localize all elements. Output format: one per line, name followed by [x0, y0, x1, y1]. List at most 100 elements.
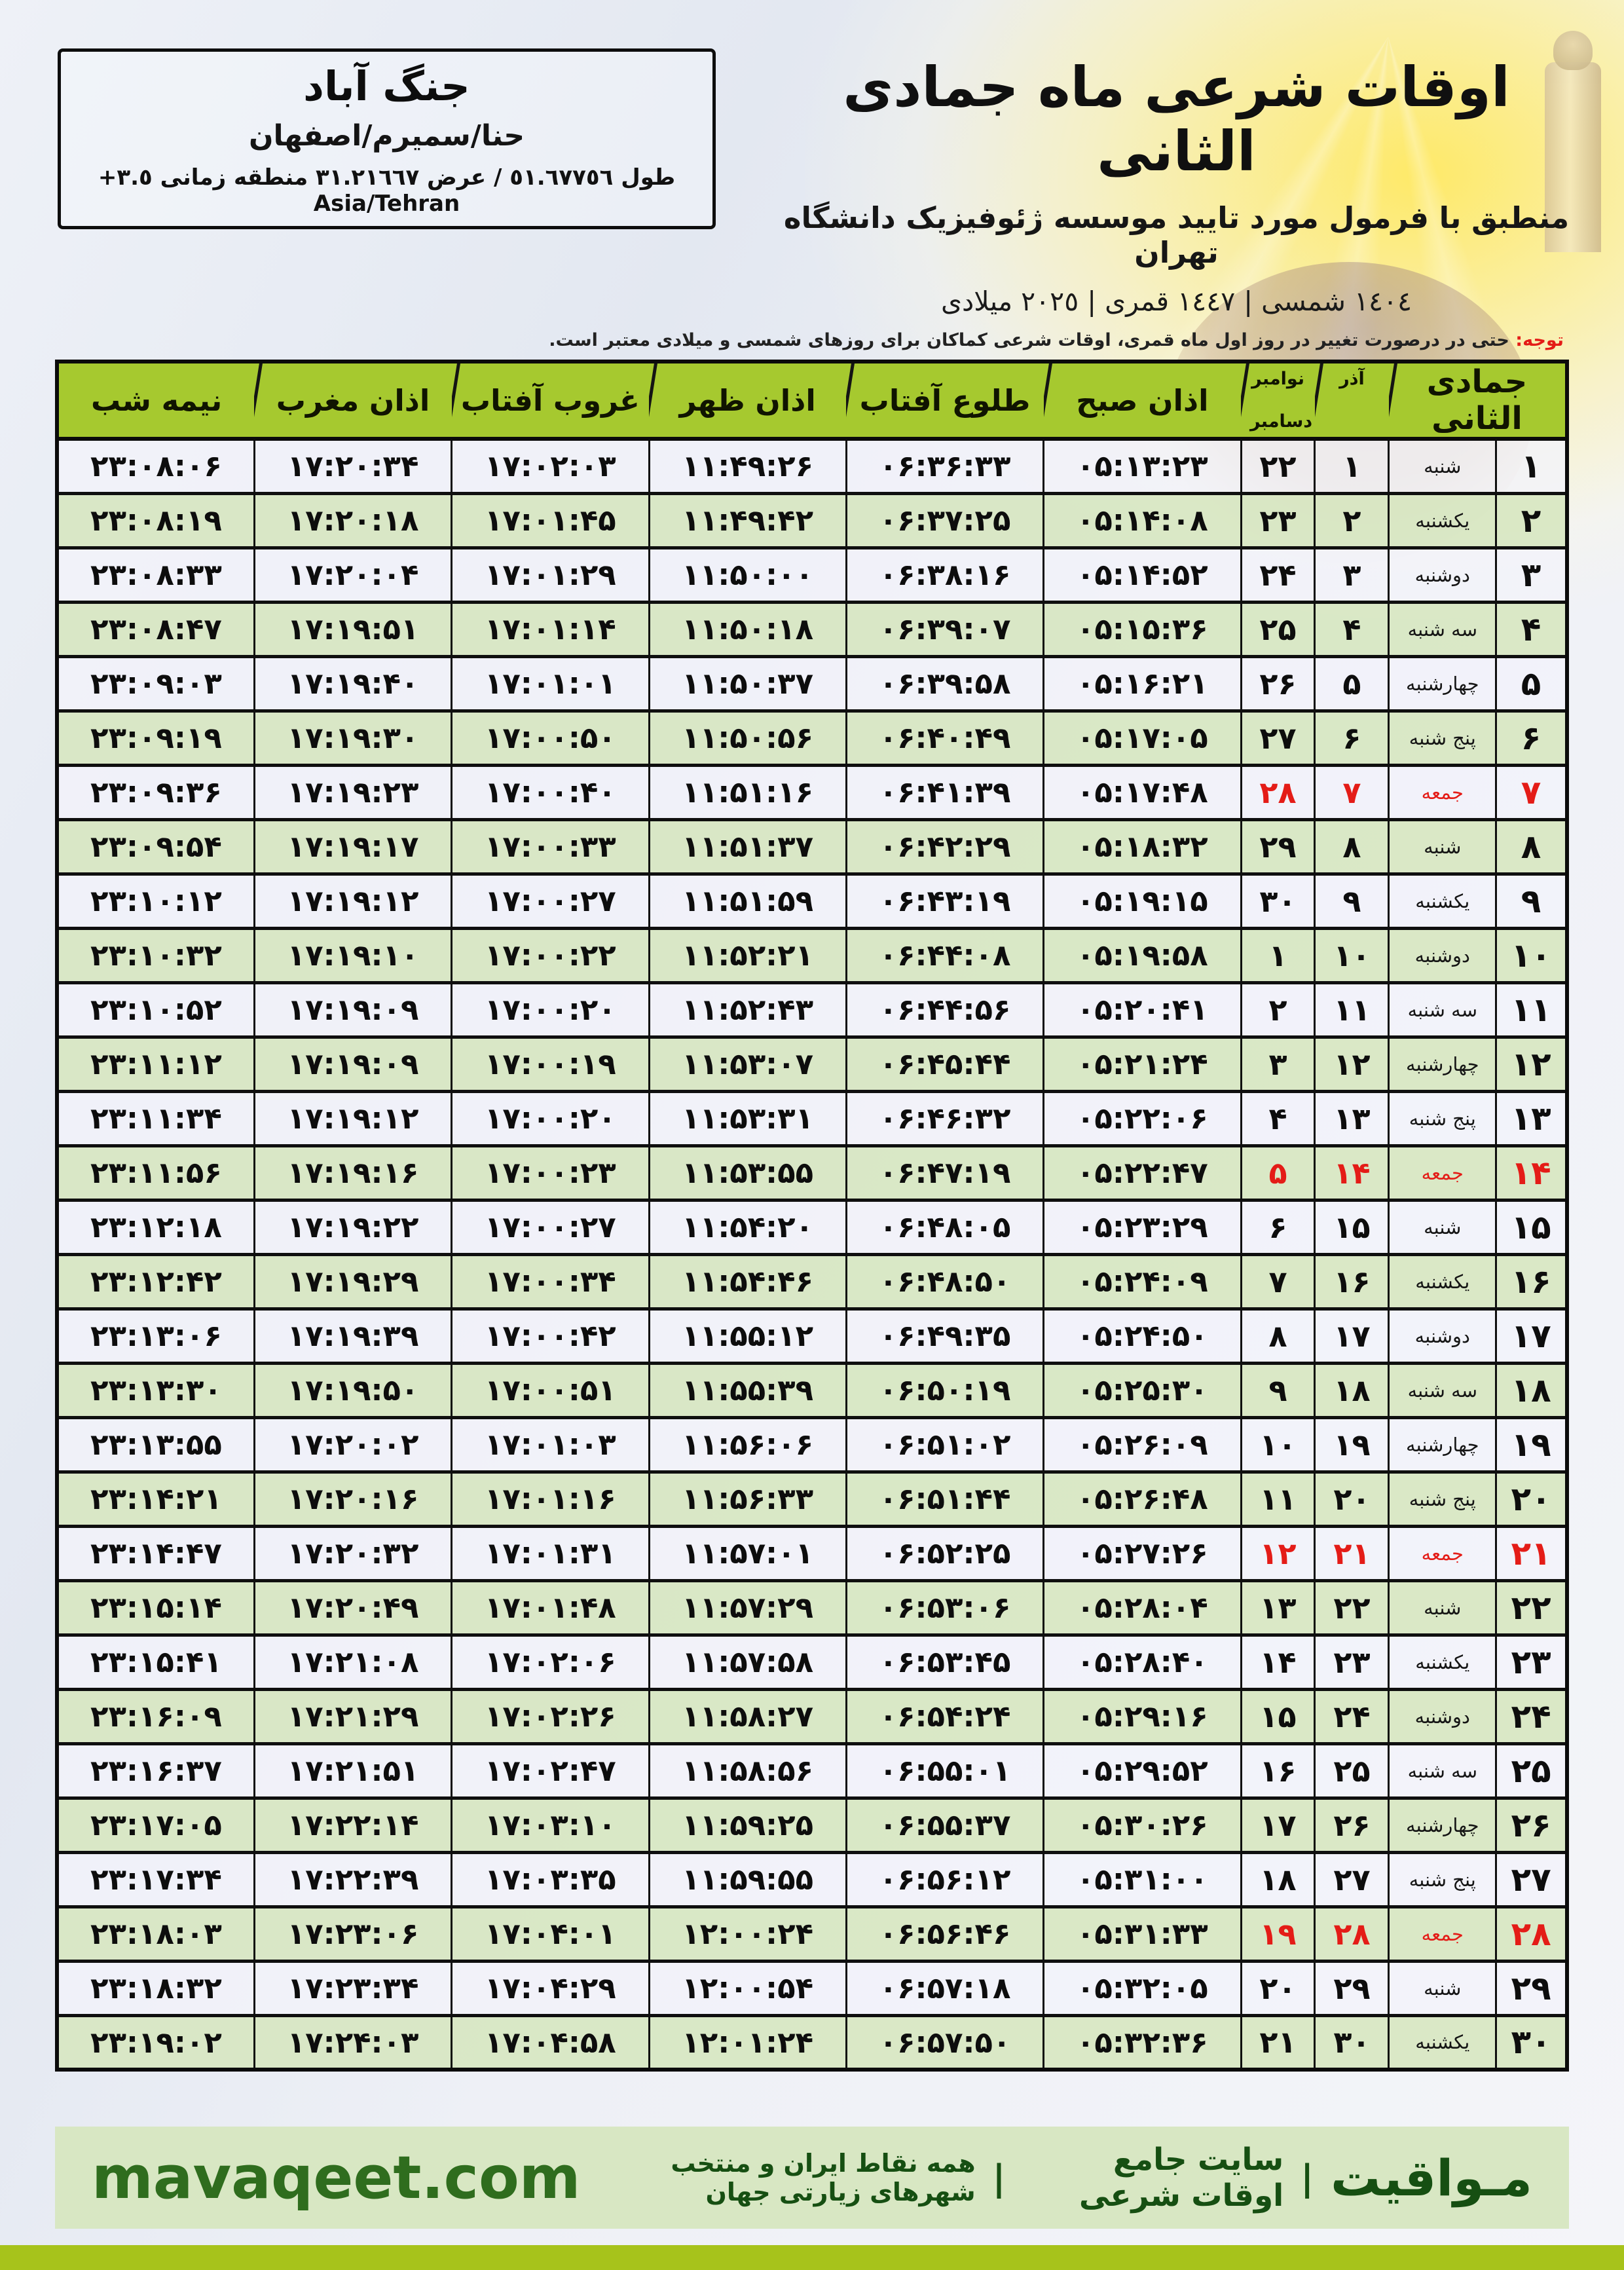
cell-jumada-day: ۱۱	[1495, 981, 1568, 1039]
cell-sunset-time: ۱۷:۰۱:۲۹	[451, 546, 650, 604]
cell-sunrise-time: ۰۶:۳۸:۱۶	[845, 546, 1045, 604]
cell-sunrise-time: ۰۶:۵۳:۴۵	[845, 1633, 1045, 1691]
cell-dhuhr-time: ۱۱:۵۸:۵۶	[648, 1742, 847, 1800]
prayer-times-table: جمادی الثانی آذر نوامبر دسامبر اذان صبح ط…	[55, 360, 1569, 2072]
cell-weekday: دوشنبه	[1388, 1307, 1498, 1365]
cell-maghrib-time: ۱۷:۱۹:۲۲	[253, 1199, 453, 1256]
cell-midnight-time: ۲۳:۱۰:۵۲	[56, 981, 255, 1039]
table-row: ۱۷ دوشنبه ۱۷ ۸ ۰۵:۲۴:۵۰ ۰۶:۴۹:۳۵ ۱۱:۵۵:۱…	[56, 1307, 1568, 1365]
cell-jumada-day: ۲	[1495, 492, 1568, 549]
cell-fajr-time: ۰۵:۱۳:۲۳	[1043, 437, 1242, 495]
cell-dhuhr-time: ۱۲:۰۱:۲۴	[648, 2014, 847, 2072]
table-row: ۱۹ چهارشنبه ۱۹ ۱۰ ۰۵:۲۶:۰۹ ۰۶:۵۱:۰۲ ۱۱:۵…	[56, 1416, 1568, 1474]
cell-gregorian-day: ۲	[1240, 981, 1316, 1039]
cell-midnight-time: ۲۳:۰۸:۳۳	[56, 546, 255, 604]
cell-weekday: شنبه	[1388, 1960, 1498, 2017]
cell-dhuhr-time: ۱۱:۵۸:۲۷	[648, 1688, 847, 1745]
header-azar-label: آذر	[1339, 369, 1365, 389]
cell-sunrise-time: ۰۶:۵۰:۱۹	[845, 1362, 1045, 1419]
cell-azar-day: ۱۳	[1314, 1090, 1390, 1147]
cell-fajr-time: ۰۵:۲۸:۰۴	[1043, 1579, 1242, 1637]
cell-sunset-time: ۱۷:۰۰:۳۳	[451, 818, 650, 876]
header-month: جمادی الثانی	[1388, 362, 1567, 441]
cell-fajr-time: ۰۵:۲۷:۲۶	[1043, 1525, 1242, 1582]
table-row: ۲۱ جمعه ۲۱ ۱۲ ۰۵:۲۷:۲۶ ۰۶:۵۲:۲۵ ۱۱:۵۷:۰۱…	[56, 1525, 1568, 1582]
cell-dhuhr-time: ۱۱:۵۴:۲۰	[648, 1199, 847, 1256]
cell-midnight-time: ۲۳:۰۹:۱۹	[56, 709, 255, 767]
header-dhuhr: اذان ظهر	[649, 362, 847, 441]
mavaqeet-tagline-1: سایت جامع اوقات شرعی	[1079, 2142, 1284, 2214]
cell-weekday: پنج شنبه	[1388, 709, 1498, 767]
city-info-box: جنگ آباد حنا/سمیرم/اصفهان طول ٥١.٦٧٧٥٦ /…	[58, 48, 716, 229]
cell-jumada-day: ۲۳	[1495, 1633, 1568, 1691]
cell-maghrib-time: ۱۷:۲۰:۴۹	[253, 1579, 453, 1637]
cell-gregorian-day: ۱۴	[1240, 1633, 1316, 1691]
cell-weekday: سه شنبه	[1388, 601, 1498, 658]
cell-sunset-time: ۱۷:۰۰:۲۰	[451, 1090, 650, 1147]
notice-text: حتی در درصورت تغییر در روز اول ماه قمری،…	[549, 330, 1509, 350]
table-row: ۲۷ پنج شنبه ۲۷ ۱۸ ۰۵:۳۱:۰۰ ۰۶:۵۶:۱۲ ۱۱:۵…	[56, 1851, 1568, 1908]
cell-sunrise-time: ۰۶:۴۴:۰۸	[845, 927, 1045, 984]
cell-dhuhr-time: ۱۱:۵۹:۵۵	[648, 1851, 847, 1908]
cell-dhuhr-time: ۱۱:۵۹:۲۵	[648, 1796, 847, 1854]
cell-weekday: یکشنبه	[1388, 872, 1498, 930]
table-row: ۲۴ دوشنبه ۲۴ ۱۵ ۰۵:۲۹:۱۶ ۰۶:۵۴:۲۴ ۱۱:۵۸:…	[56, 1688, 1568, 1745]
cell-sunrise-time: ۰۶:۴۱:۳۹	[845, 764, 1045, 821]
cell-midnight-time: ۲۳:۱۶:۰۹	[56, 1688, 255, 1745]
cell-fajr-time: ۰۵:۲۶:۴۸	[1043, 1470, 1242, 1528]
cell-maghrib-time: ۱۷:۱۹:۳۹	[253, 1307, 453, 1365]
table-row: ۱۵ شنبه ۱۵ ۶ ۰۵:۲۳:۲۹ ۰۶:۴۸:۰۵ ۱۱:۵۴:۲۰ …	[56, 1199, 1568, 1256]
table-row: ۱۰ دوشنبه ۱۰ ۱ ۰۵:۱۹:۵۸ ۰۶:۴۴:۰۸ ۱۱:۵۲:۲…	[56, 927, 1568, 984]
cell-fajr-time: ۰۵:۲۲:۰۶	[1043, 1090, 1242, 1147]
cell-fajr-time: ۰۵:۳۰:۲۶	[1043, 1796, 1242, 1854]
cell-sunset-time: ۱۷:۰۰:۳۴	[451, 1253, 650, 1311]
cell-fajr-time: ۰۵:۲۲:۴۷	[1043, 1144, 1242, 1202]
cell-maghrib-time: ۱۷:۲۰:۱۸	[253, 492, 453, 549]
cell-maghrib-time: ۱۷:۲۱:۵۱	[253, 1742, 453, 1800]
cell-sunset-time: ۱۷:۰۰:۲۷	[451, 872, 650, 930]
cell-maghrib-time: ۱۷:۲۳:۳۴	[253, 1960, 453, 2017]
cell-midnight-time: ۲۳:۱۹:۰۲	[56, 2014, 255, 2072]
cell-gregorian-day: ۱	[1240, 927, 1316, 984]
cell-gregorian-day: ۱۱	[1240, 1470, 1316, 1528]
header-maghrib: اذان مغرب	[254, 362, 452, 441]
cell-azar-day: ۱	[1314, 437, 1390, 495]
bottom-lime-bar	[0, 2245, 1624, 2270]
cell-fajr-time: ۰۵:۱۹:۱۵	[1043, 872, 1242, 930]
cell-fajr-time: ۰۵:۳۱:۳۳	[1043, 1905, 1242, 1963]
cell-dhuhr-time: ۱۱:۵۰:۳۷	[648, 655, 847, 713]
header-divider	[451, 362, 462, 435]
prayer-table-wrap: جمادی الثانی آذر نوامبر دسامبر اذان صبح ط…	[55, 360, 1569, 2072]
cell-weekday: چهارشنبه	[1388, 1035, 1498, 1093]
cell-sunrise-time: ۰۶:۴۷:۱۹	[845, 1144, 1045, 1202]
header-dhuhr-label: اذان ظهر	[679, 382, 816, 418]
cell-midnight-time: ۲۳:۱۶:۳۷	[56, 1742, 255, 1800]
header-december-label: دسامبر	[1250, 411, 1313, 432]
cell-maghrib-time: ۱۷:۱۹:۲۳	[253, 764, 453, 821]
cell-gregorian-day: ۱۰	[1240, 1416, 1316, 1474]
cell-azar-day: ۲۷	[1314, 1851, 1390, 1908]
cell-azar-day: ۲۲	[1314, 1579, 1390, 1637]
cell-weekday: پنج شنبه	[1388, 1090, 1498, 1147]
cell-gregorian-day: ۲۴	[1240, 546, 1316, 604]
cell-midnight-time: ۲۳:۰۹:۳۶	[56, 764, 255, 821]
separator: |	[1301, 2157, 1314, 2199]
cell-jumada-day: ۱۹	[1495, 1416, 1568, 1474]
cell-dhuhr-time: ۱۱:۵۱:۳۷	[648, 818, 847, 876]
city-coordinates: طول ٥١.٦٧٧٥٦ / عرض ٣١.٢١٦٦٧ منطقه زمانی …	[98, 164, 676, 217]
cell-sunrise-time: ۰۶:۴۳:۱۹	[845, 872, 1045, 930]
cell-azar-day: ۱۷	[1314, 1307, 1390, 1365]
cell-azar-day: ۹	[1314, 872, 1390, 930]
cell-maghrib-time: ۱۷:۲۰:۱۶	[253, 1470, 453, 1528]
cell-jumada-day: ۱	[1495, 437, 1568, 495]
table-row: ۱۴ جمعه ۱۴ ۵ ۰۵:۲۲:۴۷ ۰۶:۴۷:۱۹ ۱۱:۵۳:۵۵ …	[56, 1144, 1568, 1202]
cell-weekday: شنبه	[1388, 818, 1498, 876]
cell-dhuhr-time: ۱۲:۰۰:۵۴	[648, 1960, 847, 2017]
cell-gregorian-day: ۲۹	[1240, 818, 1316, 876]
prayer-table-header: جمادی الثانی آذر نوامبر دسامبر اذان صبح ط…	[57, 362, 1567, 441]
cell-dhuhr-time: ۱۱:۵۶:۳۳	[648, 1470, 847, 1528]
cell-sunset-time: ۱۷:۰۴:۰۱	[451, 1905, 650, 1963]
cell-sunset-time: ۱۷:۰۲:۲۶	[451, 1688, 650, 1745]
cell-midnight-time: ۲۳:۰۸:۱۹	[56, 492, 255, 549]
table-row: ۷ جمعه ۷ ۲۸ ۰۵:۱۷:۴۸ ۰۶:۴۱:۳۹ ۱۱:۵۱:۱۶ ۱…	[56, 764, 1568, 821]
